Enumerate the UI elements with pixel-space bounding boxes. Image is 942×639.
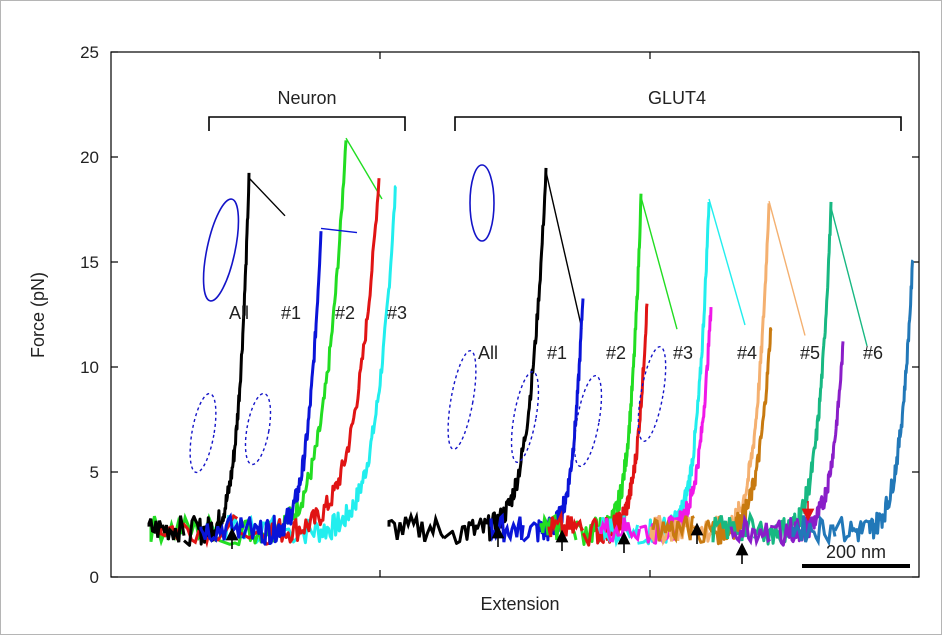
glut4-bracket xyxy=(454,116,902,131)
trace-baseline xyxy=(791,514,837,547)
trace-rise xyxy=(692,327,773,546)
unfold-circle-glut4-dashed-4 xyxy=(637,345,667,443)
trace-neuron-#1 xyxy=(147,172,286,547)
trace-glut4-#4b xyxy=(651,327,773,546)
trace-baseline xyxy=(199,512,245,543)
trace-baseline xyxy=(387,511,446,543)
y-tick-label: 25 xyxy=(80,43,99,62)
x-axis xyxy=(379,52,651,577)
trace-rise xyxy=(752,201,833,546)
trace-rise xyxy=(241,231,323,546)
trace-rise xyxy=(833,259,915,543)
trace-rise xyxy=(522,298,585,543)
y-tick-label: 10 xyxy=(80,358,99,377)
scale-bar-label: 200 nm xyxy=(826,542,886,562)
trace-glut4-#5b xyxy=(729,341,845,548)
unfold-circle-neuron-solid xyxy=(202,198,240,302)
trace-relaxation xyxy=(345,137,383,200)
trace-baseline xyxy=(729,513,772,548)
series-label-glut4-2: #2 xyxy=(606,343,626,363)
trace-rise xyxy=(574,193,643,546)
neuron-bracket xyxy=(208,116,406,131)
series-label-neuron-3: #3 xyxy=(387,303,407,323)
trace-glut4-#4 xyxy=(649,200,806,547)
trace-rise xyxy=(183,172,251,547)
trace-rise xyxy=(278,184,397,545)
trace-rise xyxy=(637,201,711,546)
plot-area-frame xyxy=(110,51,920,578)
unfold-circle-neuron-dashed-2 xyxy=(244,392,272,466)
trace-relaxation xyxy=(640,196,678,330)
group-label-neuron: Neuron xyxy=(277,88,336,108)
trace-relaxation xyxy=(708,198,746,326)
series-label-neuron-1: #1 xyxy=(281,303,301,323)
trace-rise xyxy=(442,167,548,545)
trace-neuron-#2 xyxy=(149,137,383,547)
series-label-glut4-4: #4 xyxy=(737,343,757,363)
trace-baseline xyxy=(147,515,186,543)
y-tick-label: 20 xyxy=(80,148,99,167)
unfold-circle-neuron-dashed-1 xyxy=(189,392,217,474)
series-label-glut4-all: All xyxy=(478,343,498,363)
trace-glut4-#2 xyxy=(539,193,678,546)
y-axis-title: Force (pN) xyxy=(28,272,48,358)
trace-rise xyxy=(218,140,348,547)
curve-layer xyxy=(147,137,915,549)
unfold-circle-glut4-dashed-1 xyxy=(447,350,477,450)
y-tick-label: 0 xyxy=(90,568,99,587)
trace-relaxation xyxy=(320,227,358,234)
trace-glut4-#1 xyxy=(387,167,583,545)
trace-rise xyxy=(770,341,845,547)
y-axis: 0 5 10 15 20 25 xyxy=(80,43,919,587)
unfold-circle-glut4-dashed-3 xyxy=(573,374,603,468)
trace-neuron-#3 xyxy=(159,178,381,549)
y-tick-label: 15 xyxy=(80,253,99,272)
x-axis-title: Extension xyxy=(480,594,559,614)
trace-baseline xyxy=(651,515,695,544)
trace-rise xyxy=(581,303,649,547)
trace-glut4-#6 xyxy=(791,259,915,547)
trace-rise xyxy=(236,178,381,546)
trace-glut4-#5 xyxy=(711,201,868,546)
trace-relaxation xyxy=(830,207,868,347)
trace-neuron-#1b xyxy=(199,227,358,546)
series-label-glut4-1: #1 xyxy=(547,343,567,363)
trace-rise xyxy=(691,203,771,543)
trace-relaxation xyxy=(545,171,583,330)
group-label-glut4: GLUT4 xyxy=(648,88,706,108)
trace-relaxation xyxy=(248,177,286,217)
series-label-glut4-3: #3 xyxy=(673,343,693,363)
series-label-glut4-5: #5 xyxy=(800,343,820,363)
series-label-glut4-6: #6 xyxy=(863,343,883,363)
unfold-circle-glut4-dashed-2 xyxy=(510,370,540,464)
y-tick-label: 5 xyxy=(90,463,99,482)
trace-relaxation xyxy=(768,200,806,336)
series-label-neuron-all: All xyxy=(229,303,249,323)
series-label-neuron-2: #2 xyxy=(335,303,355,323)
unfold-circle-glut4-solid xyxy=(469,164,495,242)
